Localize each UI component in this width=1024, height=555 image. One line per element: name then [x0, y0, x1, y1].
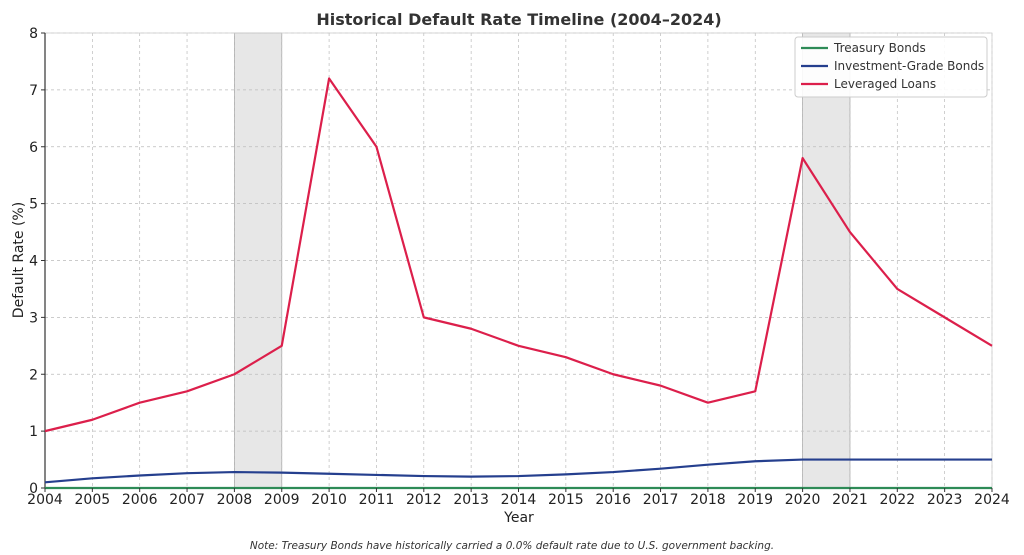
y-tick-label: 0 — [29, 481, 38, 497]
y-tick-label: 1 — [29, 424, 38, 440]
x-tick-label: 2017 — [643, 492, 679, 508]
series-line-investment-grade-bonds — [44, 458, 992, 484]
y-tick-label: 7 — [29, 83, 38, 99]
recession-shading — [233, 32, 851, 489]
x-tick-label: 2006 — [122, 492, 158, 508]
x-tick-label: 2019 — [737, 492, 773, 508]
x-tick-label: 2020 — [785, 492, 821, 508]
axis-ticks: 2004 2005 2006 2007 2008 2009 2010 2011 2012 2013… — [27, 26, 1010, 508]
footnote: Note: Treasury Bonds have historically c… — [250, 540, 774, 552]
x-tick-label: 2012 — [406, 492, 442, 508]
x-tick-label: 2010 — [311, 492, 347, 508]
x-axis-label: Year — [503, 510, 534, 526]
x-tick-label: 2022 — [879, 492, 915, 508]
y-tick-label: 2 — [29, 367, 38, 383]
y-axis-label: Default Rate (%) — [11, 202, 27, 318]
legend-box — [794, 36, 988, 98]
y-tick-label: 5 — [29, 197, 38, 213]
x-tick-label: 2015 — [548, 492, 584, 508]
chart-title: Historical Default Rate Timeline (2004–2… — [316, 10, 721, 29]
x-tick-label: 2018 — [690, 492, 726, 508]
legend: Treasury Bonds Investment-Grade Bonds Leve… — [794, 36, 988, 98]
y-tick-label: 6 — [29, 140, 38, 156]
x-tick-label: 2008 — [217, 492, 253, 508]
series-line-leveraged-loans — [44, 77, 993, 433]
x-tick-label: 2016 — [595, 492, 631, 508]
x-tick-label: 2004 — [27, 492, 63, 508]
x-tick-label: 2024 — [974, 492, 1010, 508]
x-tick-label: 2023 — [927, 492, 963, 508]
legend-label: Treasury Bonds — [833, 41, 926, 55]
y-tick-label: 8 — [29, 26, 38, 42]
x-tick-label: 2021 — [832, 492, 868, 508]
x-tick-label: 2005 — [75, 492, 111, 508]
x-tick-label: 2011 — [359, 492, 395, 508]
x-tick-label: 2014 — [501, 492, 537, 508]
legend-label: Investment-Grade Bonds — [834, 59, 984, 73]
x-tick-label: 2009 — [264, 492, 300, 508]
x-tick-label: 2013 — [453, 492, 489, 508]
y-tick-label: 3 — [29, 310, 38, 326]
legend-label: Leveraged Loans — [834, 77, 936, 91]
y-tick-label: 4 — [29, 254, 38, 270]
x-tick-label: 2007 — [169, 492, 205, 508]
grid-lines — [44, 32, 993, 489]
